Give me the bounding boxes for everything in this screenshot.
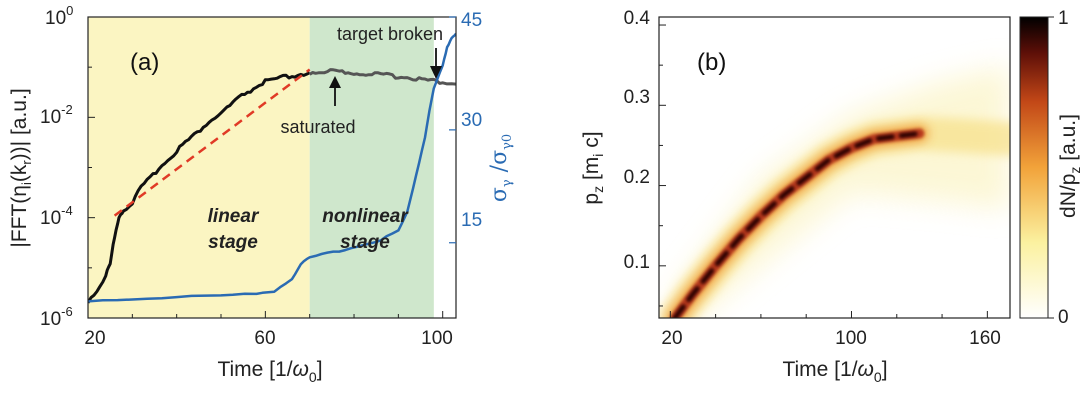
xtick-label-b-0: 20: [661, 328, 682, 349]
colorbar-tick-max: 1: [1058, 8, 1069, 29]
annotation-target-broken: target broken: [337, 24, 443, 44]
ytick-label-a-0: 100: [45, 3, 73, 29]
x-axis-label-a: Time [1/ω0]: [217, 358, 322, 385]
y-axis-label-b: pz [mi c]: [580, 131, 606, 204]
ytick-label-b-3: 0.4: [624, 8, 651, 29]
y-ticks-left-a: [88, 16, 95, 319]
ytick-label-a-1: 10-2: [40, 102, 73, 128]
region-nonlinear: [309, 17, 434, 318]
ytick-label-b-1: 0.2: [624, 167, 650, 188]
colorbar-tick-min: 0: [1058, 307, 1069, 328]
ytick-right-label-a-2: 15: [461, 210, 482, 231]
series-fft-saturated: [308, 68, 456, 86]
region-linear: [88, 17, 310, 318]
heatmap-ridge-core: [672, 130, 922, 318]
xtick-label-a-2: 100: [421, 328, 453, 349]
ytick-right-label-a-1: 30: [461, 110, 482, 131]
colorbar-label: dN/pz [a.u.]: [1057, 114, 1083, 218]
ytick-label-a-2: 10-4: [40, 203, 73, 229]
stage-label-linear-2: stage: [208, 232, 258, 253]
y-axis-label-left-a: |FFT(ηi(kr))| [a.u.]: [8, 88, 34, 247]
y-ticks-right-a: [449, 16, 456, 244]
series-fit-dashed: [113, 68, 311, 217]
axes-frame-b: [658, 16, 1011, 319]
y-axis-label-right-a: σγ /σγ0: [487, 134, 515, 202]
y-ticks-b: [659, 24, 666, 307]
ytick-label-b-0: 0.1: [624, 252, 650, 273]
arrow-target-broken: [430, 48, 442, 79]
region-after: [439, 17, 456, 318]
xtick-label-a-0: 20: [84, 328, 105, 349]
ytick-label-a-3: 10-6: [40, 304, 73, 330]
x-ticks-b: [669, 311, 988, 318]
arrow-saturated: [329, 76, 341, 106]
xtick-label-a-1: 60: [254, 328, 275, 349]
panel-label-a: (a): [130, 49, 159, 76]
series-sigma: [88, 32, 456, 303]
series-fft-linear: [88, 71, 311, 304]
panel-label-b: (b): [697, 49, 726, 76]
panel-a: 100 10-2 10-4 10-6 20 60 100 45 30 15 Ti…: [8, 3, 515, 385]
ytick-right-label-a-0: 45: [461, 10, 482, 31]
xtick-label-b-2: 160: [969, 328, 1001, 349]
x-ticks-a: [87, 311, 444, 318]
colorbar: [1019, 16, 1049, 319]
stage-label-nonlinear-1: nonlinear: [322, 206, 409, 227]
stage-label-linear-1: linear: [208, 206, 260, 227]
stage-label-nonlinear-2: stage: [340, 232, 390, 253]
ytick-label-b-2: 0.3: [624, 87, 650, 108]
xtick-label-b-1: 100: [835, 328, 867, 349]
x-axis-label-b: Time [1/ω0]: [782, 358, 887, 385]
panel-b: 20 100 160 0.1 0.2 0.3 0.4 Time [1/ω0] p…: [580, 8, 1083, 385]
annotation-saturated: saturated: [280, 117, 355, 137]
